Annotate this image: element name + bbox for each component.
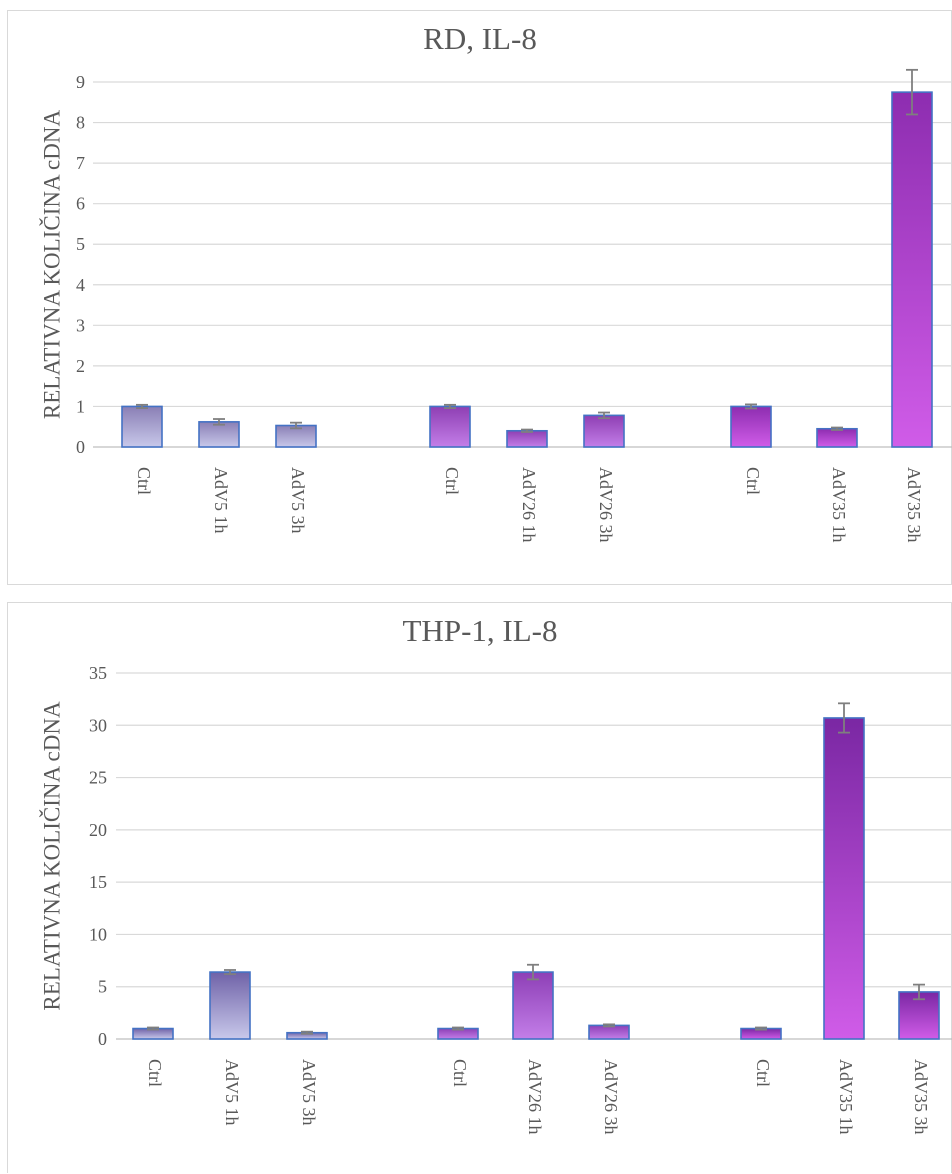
- error-bar: [745, 403, 757, 410]
- bar: [506, 429, 548, 448]
- x-category-label: AdV5 3h: [288, 467, 308, 534]
- error-bar: [213, 418, 225, 426]
- x-category-label: AdV5 3h: [299, 1059, 319, 1126]
- error-bar: [906, 68, 918, 116]
- x-category-label: Ctrl: [753, 1059, 773, 1087]
- error-bar: [301, 1030, 313, 1035]
- y-tick-label: 2: [76, 356, 85, 376]
- error-bar: [527, 963, 539, 981]
- y-tick-label: 35: [89, 663, 107, 683]
- bar: [429, 405, 471, 448]
- y-tick-label: 10: [89, 924, 107, 944]
- error-bar: [755, 1026, 767, 1031]
- x-category-label: AdV35 3h: [904, 467, 924, 543]
- y-tick-label: 30: [89, 715, 107, 735]
- bar: [891, 91, 933, 448]
- chart-title: RD, IL-8: [423, 21, 537, 56]
- error-bar: [913, 983, 925, 1001]
- bar: [588, 1024, 630, 1040]
- y-tick-label: 0: [98, 1029, 107, 1049]
- bar: [816, 427, 858, 448]
- y-tick-label: 9: [76, 72, 85, 92]
- error-bar: [147, 1026, 159, 1031]
- y-tick-label: 3: [76, 315, 85, 335]
- x-category-label: AdV5 1h: [222, 1059, 242, 1126]
- bar: [583, 414, 625, 448]
- x-category-label: AdV26 1h: [525, 1059, 545, 1135]
- chart-panel-rd: RD, IL-8 RELATIVNA KOLIČINA cDNA 0 1 2 3 4 5 6 7 8…: [7, 10, 952, 585]
- error-bar: [838, 702, 850, 734]
- error-bar: [290, 421, 302, 430]
- x-category-label: Ctrl: [134, 467, 154, 495]
- x-category-label: Ctrl: [743, 467, 763, 495]
- x-category-label: Ctrl: [450, 1059, 470, 1087]
- chart-title: THP-1, IL-8: [403, 613, 558, 648]
- x-category-label: AdV35 1h: [829, 467, 849, 543]
- x-category-label: AdV26 1h: [519, 467, 539, 543]
- y-axis-label: RELATIVNA KOLIČINA cDNA: [38, 701, 64, 1011]
- y-tick-label: 1: [76, 396, 85, 416]
- x-category-label: AdV26 3h: [601, 1059, 621, 1135]
- y-tick-label: 6: [76, 194, 85, 214]
- x-category-label: AdV5 1h: [211, 467, 231, 534]
- chart-rd-il8: RD, IL-8 RELATIVNA KOLIČINA cDNA 0 1 2 3 4 5 6 7 8…: [38, 21, 952, 543]
- chart-thp1-il8: THP-1, IL-8 RELATIVNA KOLIČINA cDNA 0 5 10 15…: [38, 613, 952, 1135]
- error-bar: [521, 428, 533, 433]
- y-tick-label: 7: [76, 153, 85, 173]
- error-bar: [598, 411, 610, 420]
- x-category-label: AdV26 3h: [596, 467, 616, 543]
- x-category-label: Ctrl: [442, 467, 462, 495]
- bar: [823, 717, 865, 1040]
- bar: [209, 971, 251, 1040]
- y-tick-label: 5: [98, 977, 107, 997]
- y-tick-label: 5: [76, 234, 85, 254]
- error-bar: [136, 403, 148, 409]
- y-tick-label: 20: [89, 820, 107, 840]
- bar: [512, 971, 554, 1040]
- error-bar: [452, 1026, 464, 1031]
- error-bar: [831, 426, 843, 431]
- y-tick-label: 0: [76, 437, 85, 457]
- bar: [198, 421, 240, 448]
- y-axis-label: RELATIVNA KOLIČINA cDNA: [38, 110, 64, 420]
- y-tick-label: 15: [89, 872, 107, 892]
- y-tick-label: 4: [76, 275, 85, 295]
- y-tick-label: 25: [89, 768, 107, 788]
- error-bar: [603, 1023, 615, 1028]
- x-category-label: Ctrl: [145, 1059, 165, 1087]
- error-bar: [224, 969, 236, 976]
- error-bar: [444, 403, 456, 409]
- x-category-label: AdV35 3h: [911, 1059, 931, 1135]
- bar: [730, 405, 772, 448]
- chart-panel-thp1: THP-1, IL-8 RELATIVNA KOLIČINA cDNA 0 5 10 15…: [7, 602, 952, 1173]
- bar: [121, 405, 163, 448]
- y-tick-label: 8: [76, 113, 85, 133]
- x-category-label: AdV35 1h: [836, 1059, 856, 1135]
